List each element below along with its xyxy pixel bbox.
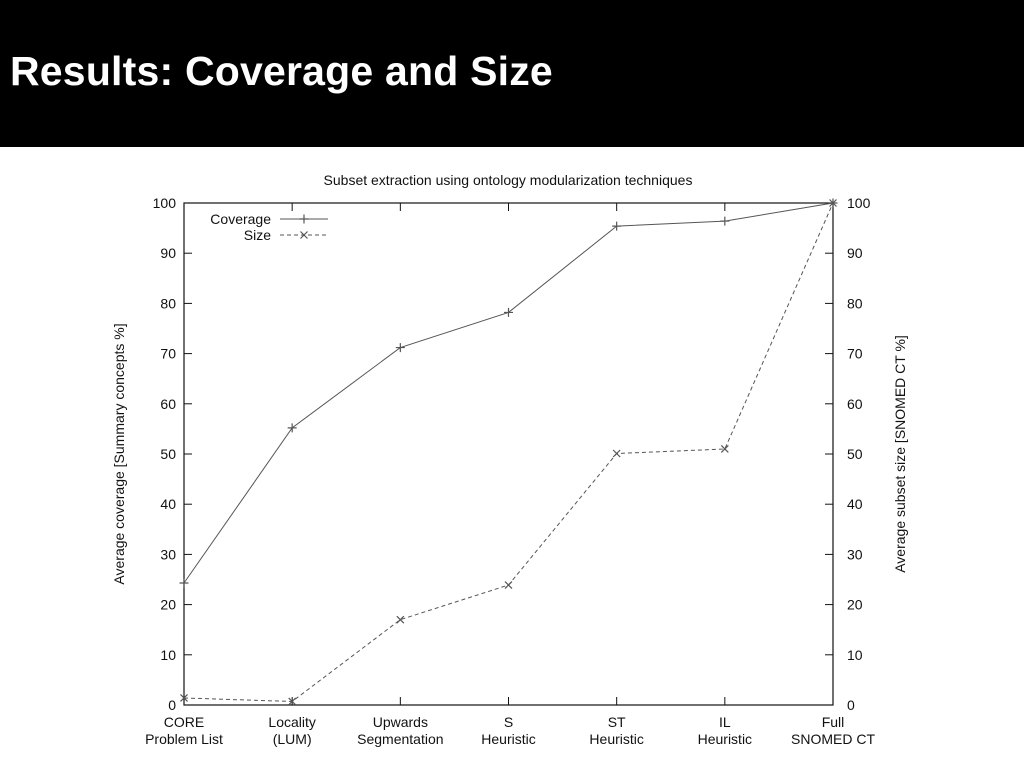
y-left-tick-label: 70 [160, 346, 176, 362]
y-left-tick-label: 80 [160, 295, 176, 311]
y-axis-right-label: Average subset size [SNOMED CT %] [892, 335, 908, 573]
x-tick-label: Segmentation [357, 731, 443, 747]
plot-frame [183, 202, 834, 706]
y-left-tick-label: 50 [160, 446, 176, 462]
axes: 0 0 10 10 20 20 30 30 40 40 50 50 60 60 70 70 80 80 90 90 10… [145, 195, 875, 747]
coverage-size-chart: Subset extraction using ontology modular… [111, 172, 908, 747]
y-left-tick-label: 100 [153, 195, 177, 211]
series-size [180, 199, 837, 706]
legend-label-size: Size [244, 227, 271, 243]
data-point-coverage [395, 343, 405, 353]
y-right-tick-label: 30 [847, 546, 863, 562]
data-point-size [829, 199, 837, 207]
y-left-tick-label: 60 [160, 396, 176, 412]
y-left-tick-label: 20 [160, 597, 176, 613]
x-tick-label: Upwards [373, 714, 428, 730]
y-right-tick-label: 70 [847, 346, 863, 362]
x-tick-label: Heuristic [698, 731, 752, 747]
y-left-tick-label: 90 [160, 245, 176, 261]
y-left-tick-label: 30 [160, 546, 176, 562]
y-right-tick-label: 80 [847, 295, 863, 311]
data-point-size [396, 615, 405, 624]
x-tick-label: Full [822, 714, 845, 730]
data-point-coverage [179, 578, 189, 588]
series-layer [179, 198, 838, 706]
chart-title: Subset extraction using ontology modular… [324, 172, 693, 188]
series-line-coverage [183, 202, 834, 584]
y-right-tick-label: 10 [847, 647, 863, 663]
x-tick-label: SNOMED CT [791, 731, 875, 747]
y-right-tick-label: 20 [847, 597, 863, 613]
y-left-tick-label: 10 [160, 647, 176, 663]
x-tick-label: Problem List [145, 731, 223, 747]
data-point-size [180, 694, 188, 702]
y-right-tick-label: 90 [847, 245, 863, 261]
x-tick-label: S [504, 714, 513, 730]
y-right-tick-label: 60 [847, 396, 863, 412]
data-point-coverage [287, 423, 297, 433]
y-axis-left-label: Average coverage [Summary concepts %] [111, 323, 127, 584]
data-point-size [504, 581, 513, 589]
y-left-tick-label: 0 [168, 697, 176, 713]
x-tick-label: Heuristic [481, 731, 535, 747]
y-right-tick-label: 100 [847, 195, 871, 211]
data-point-size [612, 449, 621, 458]
data-point-coverage [504, 307, 513, 317]
x-tick-label: Heuristic [589, 731, 643, 747]
data-point-size [288, 697, 297, 706]
data-point-size [720, 445, 729, 453]
series-coverage [179, 198, 838, 588]
x-tick-label: CORE [164, 714, 204, 730]
x-tick-label: (LUM) [273, 731, 312, 747]
x-tick-label: ST [608, 714, 626, 730]
series-line-size [183, 202, 834, 702]
legend-marker-coverage [299, 214, 309, 224]
data-point-coverage [612, 221, 622, 231]
data-point-coverage [720, 216, 730, 226]
y-left-tick-label: 40 [160, 496, 176, 512]
slide-title: Results: Coverage and Size [10, 48, 553, 94]
y-right-tick-label: 50 [847, 446, 863, 462]
legend-label-coverage: Coverage [210, 211, 271, 227]
slide-header: Results: Coverage and Size [0, 0, 1024, 147]
x-tick-label: IL [719, 714, 731, 730]
legend-marker-size [300, 231, 308, 239]
y-right-tick-label: 40 [847, 496, 863, 512]
x-tick-label: Locality [268, 714, 315, 730]
y-right-tick-label: 0 [847, 697, 855, 713]
